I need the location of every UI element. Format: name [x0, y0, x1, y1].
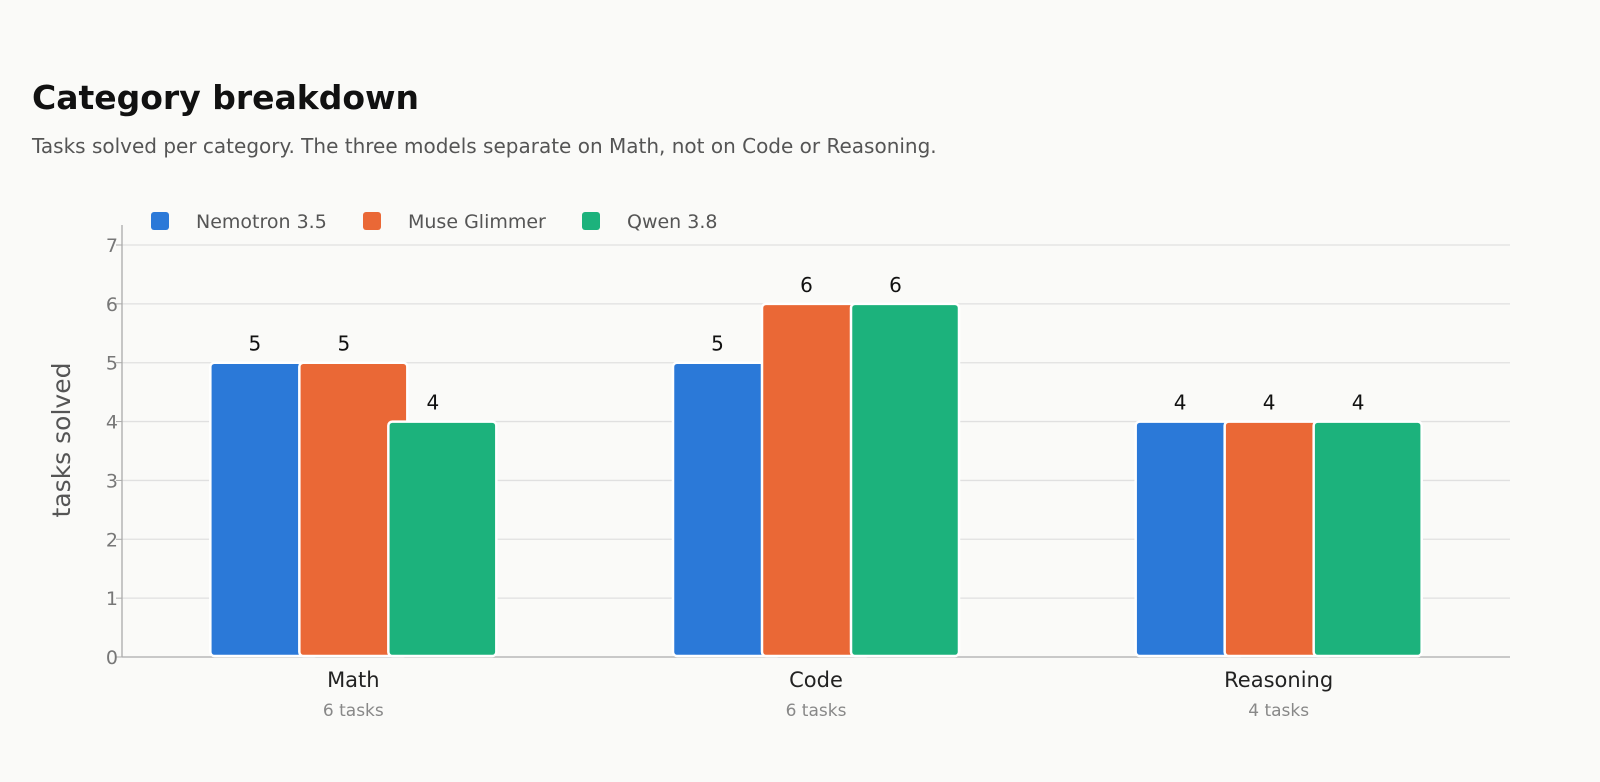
y-tick-label: 0	[106, 647, 118, 669]
legend-swatch	[151, 212, 169, 230]
legend-item: Qwen 3.8	[582, 211, 717, 233]
bar-reasoning-qwen-3-8	[1312, 420, 1423, 658]
x-tick-label: Reasoning	[1224, 668, 1333, 692]
x-tick-label: Math	[327, 668, 380, 692]
data-label: 5	[248, 332, 261, 356]
data-label: 4	[1174, 391, 1187, 415]
legend-label: Nemotron 3.5	[196, 211, 327, 233]
y-tick-label: 2	[106, 529, 118, 551]
legend-label: Muse Glimmer	[408, 211, 546, 233]
data-label: 4	[1352, 391, 1365, 415]
bars	[209, 302, 1423, 658]
legend-label: Qwen 3.8	[627, 211, 717, 233]
y-tick-label: 3	[106, 470, 118, 492]
page-subtitle: Tasks solved per category. The three mod…	[32, 134, 937, 158]
page-title: Category breakdown	[32, 78, 419, 117]
legend: Nemotron 3.5 Muse Glimmer Qwen 3.8	[151, 211, 717, 233]
data-label: 5	[337, 332, 350, 356]
data-label: 6	[889, 273, 902, 297]
x-tick-sublabel: 6 tasks	[786, 701, 847, 721]
legend-item: Nemotron 3.5	[151, 211, 327, 233]
y-tick-label: 7	[106, 235, 118, 257]
data-label: 6	[800, 273, 813, 297]
data-labels: 5 5 4 5 6 6 4 4 4	[248, 273, 1364, 415]
legend-item: Muse Glimmer	[363, 211, 546, 233]
y-tick-label: 6	[106, 294, 118, 316]
y-tick-labels: 0 1 2 3 4 5 6 7	[106, 235, 118, 669]
legend-swatch	[363, 212, 381, 230]
data-label: 5	[711, 332, 724, 356]
data-label: 4	[426, 391, 439, 415]
y-axis-label: tasks solved	[47, 363, 76, 518]
y-tick-label: 4	[106, 412, 118, 434]
x-tick-sublabel: 4 tasks	[1248, 701, 1309, 721]
data-label: 4	[1263, 391, 1276, 415]
y-tick-label: 5	[106, 353, 118, 375]
bar-code-qwen-3-8	[849, 302, 961, 658]
bar-math-qwen-3-8	[387, 420, 498, 658]
x-tick-labels: Math 6 tasks Code 6 tasks Reasoning 4 tasks	[323, 668, 1333, 721]
x-tick-sublabel: 6 tasks	[323, 701, 384, 721]
x-tick-label: Code	[789, 668, 843, 692]
y-tick-label: 1	[106, 588, 118, 610]
legend-swatch	[582, 212, 600, 230]
